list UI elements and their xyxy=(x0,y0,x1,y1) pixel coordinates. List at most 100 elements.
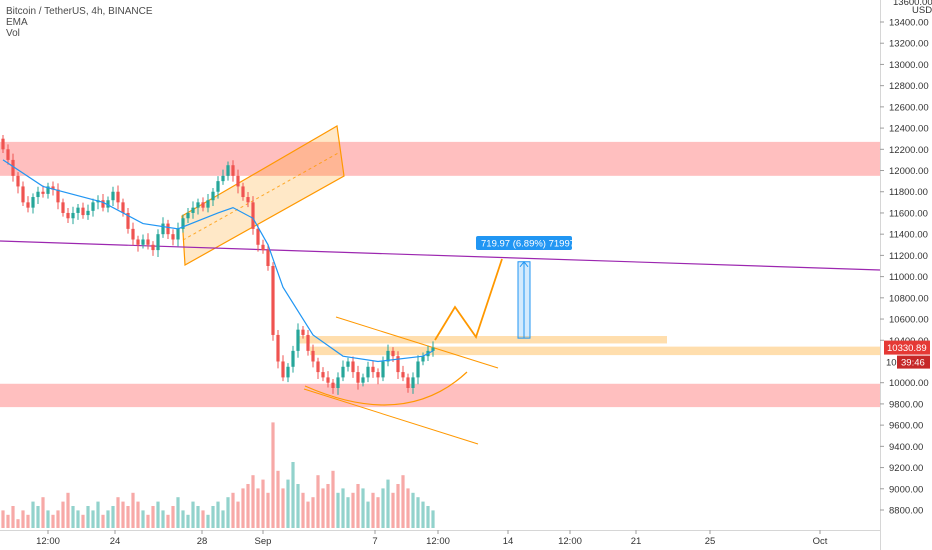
candle[interactable] xyxy=(126,207,130,234)
candle[interactable] xyxy=(1,134,5,154)
candle[interactable] xyxy=(86,204,90,220)
candle[interactable] xyxy=(166,219,170,239)
candle[interactable] xyxy=(326,371,330,388)
resistance-band-upper[interactable] xyxy=(297,336,667,344)
candle[interactable] xyxy=(431,341,435,357)
candle[interactable] xyxy=(331,378,335,394)
price-axis[interactable]: 13600.00 USDT 13400.00 13200.00 13000.00 12… xyxy=(880,0,932,550)
candle[interactable] xyxy=(291,345,295,373)
candle[interactable] xyxy=(156,229,160,257)
candle[interactable] xyxy=(71,206,75,225)
candle[interactable] xyxy=(281,355,285,382)
candle[interactable] xyxy=(36,186,40,204)
candle[interactable] xyxy=(61,198,65,217)
legend-symbol-title[interactable]: Bitcoin / TetherUS, 4h, BINANCE xyxy=(6,6,153,17)
candle[interactable] xyxy=(176,222,180,247)
candle[interactable] xyxy=(266,243,270,271)
candle[interactable] xyxy=(66,207,70,224)
wedge-lower-line[interactable] xyxy=(303,388,479,445)
candle[interactable] xyxy=(201,197,205,212)
candle[interactable] xyxy=(146,233,150,250)
candle[interactable] xyxy=(301,325,305,339)
support-resistance-zone[interactable] xyxy=(0,383,880,408)
candle[interactable] xyxy=(336,372,340,395)
candle[interactable] xyxy=(401,365,405,382)
descending-trendline[interactable] xyxy=(0,240,881,271)
candle[interactable] xyxy=(216,176,220,199)
candle[interactable] xyxy=(241,182,245,201)
candle[interactable] xyxy=(286,363,290,383)
candle[interactable] xyxy=(26,196,30,213)
candle[interactable] xyxy=(416,355,420,385)
legend-ema-label[interactable]: EMA xyxy=(6,17,28,28)
candle[interactable] xyxy=(406,373,410,393)
wedge-upper-line[interactable] xyxy=(335,316,499,369)
candle[interactable] xyxy=(411,372,415,394)
candle[interactable] xyxy=(76,203,80,220)
candle[interactable] xyxy=(131,222,135,246)
candle[interactable] xyxy=(56,183,60,210)
candle[interactable] xyxy=(16,172,20,194)
candle[interactable] xyxy=(351,356,355,378)
candle[interactable] xyxy=(311,344,315,368)
ema-line[interactable] xyxy=(2,159,434,363)
candle[interactable] xyxy=(261,239,265,254)
candle[interactable] xyxy=(371,360,375,378)
candle[interactable] xyxy=(206,193,210,213)
candle[interactable] xyxy=(141,234,145,249)
volume-bar xyxy=(391,492,395,528)
candle[interactable] xyxy=(161,217,165,238)
candle[interactable] xyxy=(366,361,370,383)
candle[interactable] xyxy=(116,185,120,210)
candle[interactable] xyxy=(81,202,85,219)
candle[interactable] xyxy=(51,181,55,196)
candle[interactable] xyxy=(171,229,175,246)
candle[interactable] xyxy=(41,185,45,198)
current-price-tag[interactable] xyxy=(884,340,930,355)
time-axis[interactable]: 12:00 24 28 Sep 7 12:00 14 12:00 21 25 Oct xyxy=(0,530,880,550)
candle[interactable] xyxy=(346,357,350,372)
candle[interactable] xyxy=(321,367,325,382)
candle[interactable] xyxy=(136,235,140,252)
candle[interactable] xyxy=(231,160,235,182)
candle[interactable] xyxy=(396,351,400,379)
candle[interactable] xyxy=(111,186,115,207)
cup-arc[interactable] xyxy=(304,371,468,406)
candle[interactable] xyxy=(251,196,255,235)
candle[interactable] xyxy=(356,365,360,390)
candle[interactable] xyxy=(211,188,215,207)
candle[interactable] xyxy=(421,352,425,366)
candle[interactable] xyxy=(361,373,365,387)
candle[interactable] xyxy=(256,225,260,252)
candle[interactable] xyxy=(316,357,320,379)
candle[interactable] xyxy=(11,153,15,182)
candle[interactable] xyxy=(376,368,380,385)
candle[interactable] xyxy=(386,344,390,367)
candle[interactable] xyxy=(151,241,155,256)
countdown-tag[interactable] xyxy=(897,355,930,369)
candle[interactable] xyxy=(21,181,25,207)
candle[interactable] xyxy=(246,192,250,208)
legend-volume-label[interactable]: Vol xyxy=(6,28,20,39)
projection-path[interactable] xyxy=(434,258,503,341)
candle[interactable] xyxy=(306,329,310,356)
candle[interactable] xyxy=(276,329,280,369)
candle[interactable] xyxy=(196,198,200,215)
support-resistance-zone[interactable] xyxy=(0,141,880,176)
candle[interactable] xyxy=(186,207,190,224)
candle[interactable] xyxy=(6,144,10,165)
candle[interactable] xyxy=(271,262,275,341)
candle[interactable] xyxy=(221,169,225,185)
resistance-band-lower[interactable] xyxy=(310,346,880,356)
candle[interactable] xyxy=(236,169,240,194)
candle[interactable] xyxy=(191,201,195,219)
candle[interactable] xyxy=(91,198,95,217)
candle[interactable] xyxy=(31,193,35,214)
candle[interactable] xyxy=(46,182,50,199)
candle[interactable] xyxy=(226,161,230,181)
candle[interactable] xyxy=(341,360,345,382)
candle[interactable] xyxy=(296,323,300,358)
candle[interactable] xyxy=(181,214,185,233)
candle[interactable] xyxy=(121,198,125,217)
